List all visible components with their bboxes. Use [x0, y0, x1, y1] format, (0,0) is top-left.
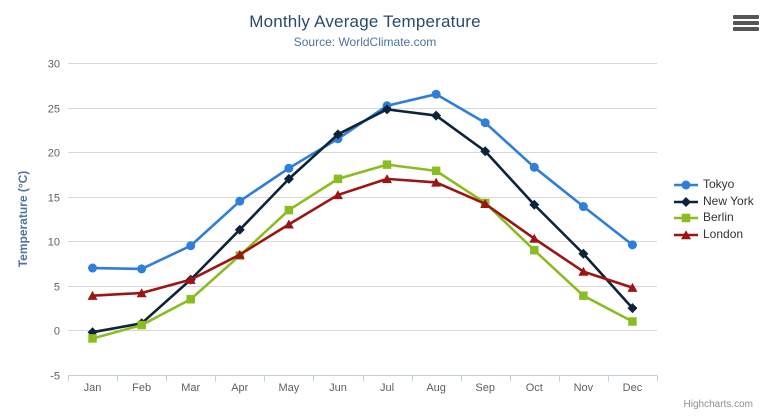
- x-axis-tick-label: May: [278, 382, 299, 394]
- data-point-marker[interactable]: [431, 89, 441, 99]
- chart-title: Monthly Average Temperature: [249, 12, 481, 31]
- legend-marker-icon: [674, 195, 698, 207]
- x-axis-tick-label: Mar: [181, 382, 200, 394]
- x-axis-tick-label: Nov: [574, 382, 594, 394]
- data-point-marker[interactable]: [136, 288, 147, 298]
- x-axis-tick-label: Sep: [475, 382, 495, 394]
- legend-marker-icon: [674, 211, 698, 223]
- data-point-marker[interactable]: [283, 219, 294, 229]
- series-line-new-york[interactable]: [91, 108, 634, 334]
- data-point-marker[interactable]: [530, 245, 539, 255]
- legend-item-new-york[interactable]: New York: [674, 193, 754, 210]
- data-point-marker[interactable]: [578, 266, 589, 276]
- data-point-marker[interactable]: [137, 320, 146, 330]
- x-axis-tick-label: Jan: [84, 382, 102, 394]
- data-point-marker[interactable]: [628, 317, 637, 326]
- data-point-marker[interactable]: [431, 110, 442, 121]
- data-point-marker[interactable]: [284, 163, 294, 173]
- legend-label: London: [703, 226, 744, 241]
- data-point-marker[interactable]: [627, 282, 638, 292]
- data-point-marker[interactable]: [382, 174, 393, 184]
- data-point-marker[interactable]: [529, 199, 540, 210]
- series-line-berlin[interactable]: [91, 163, 634, 340]
- data-point-marker[interactable]: [480, 118, 490, 128]
- hamburger-menu-icon: [733, 15, 759, 19]
- y-axis-tick-label: -5: [50, 371, 60, 383]
- data-point-marker[interactable]: [234, 249, 245, 259]
- data-point-marker[interactable]: [578, 248, 589, 259]
- y-axis-tick-label: 20: [48, 148, 60, 160]
- series-line-london[interactable]: [91, 177, 634, 297]
- y-axis-tick-label: 25: [48, 104, 60, 116]
- y-axis-title: Temperature (°C): [16, 171, 30, 268]
- data-point-marker[interactable]: [186, 241, 196, 251]
- legend-label: Berlin: [703, 210, 734, 225]
- x-axis-tick-label: Dec: [623, 382, 643, 394]
- data-point-marker[interactable]: [627, 303, 638, 314]
- data-point-marker[interactable]: [529, 162, 539, 172]
- data-point-marker[interactable]: [681, 214, 691, 223]
- x-axis-tick-label: Aug: [426, 382, 446, 394]
- data-point-marker[interactable]: [137, 264, 147, 274]
- data-point-marker[interactable]: [579, 291, 588, 300]
- data-point-marker[interactable]: [578, 202, 588, 212]
- data-point-marker[interactable]: [529, 233, 540, 243]
- x-axis-tick-label: Oct: [526, 382, 543, 394]
- data-point-marker[interactable]: [681, 196, 691, 207]
- data-point-marker[interactable]: [431, 166, 441, 176]
- x-axis-tick-label: Jul: [380, 382, 394, 394]
- y-axis-tick-label: 10: [48, 237, 60, 249]
- highcharts-credits-link[interactable]: Highcharts.com: [683, 399, 753, 410]
- x-axis-tick-label: Jun: [329, 382, 347, 394]
- export-menu-button[interactable]: [733, 13, 759, 33]
- data-point-marker[interactable]: [480, 146, 491, 157]
- hamburger-menu-icon: [733, 27, 759, 31]
- legend-marker-icon: [674, 228, 698, 240]
- x-axis-tick-label: Feb: [132, 382, 151, 394]
- data-point-marker[interactable]: [87, 290, 98, 300]
- legend-marker-icon: [674, 178, 698, 190]
- data-point-marker[interactable]: [480, 199, 491, 209]
- legend-item-london[interactable]: London: [674, 226, 754, 243]
- data-point-marker[interactable]: [186, 294, 195, 304]
- legend-item-tokyo[interactable]: Tokyo: [674, 176, 754, 193]
- data-point-marker[interactable]: [382, 160, 392, 169]
- legend-item-berlin[interactable]: Berlin: [674, 209, 754, 226]
- data-point-marker[interactable]: [88, 263, 98, 273]
- chart-subtitle: Source: WorldClimate.com: [293, 35, 437, 49]
- data-point-marker[interactable]: [283, 173, 294, 184]
- data-point-marker[interactable]: [382, 104, 393, 115]
- hamburger-menu-icon: [733, 21, 759, 25]
- data-point-marker[interactable]: [627, 240, 637, 250]
- data-point-marker[interactable]: [88, 334, 97, 343]
- legend: Tokyo New York Berlin London: [674, 176, 754, 242]
- y-axis-tick-label: 15: [48, 193, 60, 205]
- legend-label: New York: [703, 193, 754, 208]
- data-point-marker[interactable]: [431, 177, 442, 187]
- y-axis-tick-label: 0: [54, 326, 60, 338]
- data-point-marker[interactable]: [234, 224, 245, 235]
- legend-label: Tokyo: [703, 177, 735, 192]
- data-point-marker[interactable]: [235, 196, 245, 206]
- data-point-marker[interactable]: [332, 129, 343, 140]
- data-point-marker[interactable]: [681, 180, 691, 190]
- data-point-marker[interactable]: [681, 229, 691, 239]
- data-point-marker[interactable]: [332, 190, 343, 200]
- y-axis-tick-label: 5: [54, 282, 60, 294]
- y-axis-tick-label: 30: [48, 59, 60, 71]
- data-point-marker[interactable]: [333, 174, 343, 184]
- x-axis-tick-label: Apr: [231, 382, 248, 394]
- data-point-marker[interactable]: [185, 274, 196, 284]
- data-point-marker[interactable]: [284, 205, 294, 215]
